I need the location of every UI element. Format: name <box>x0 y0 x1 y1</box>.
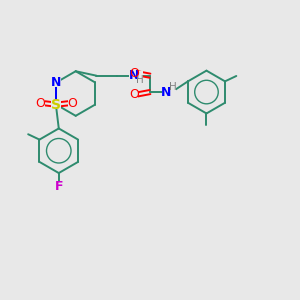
FancyBboxPatch shape <box>130 90 138 98</box>
Text: H: H <box>136 76 144 85</box>
FancyBboxPatch shape <box>51 100 62 109</box>
FancyBboxPatch shape <box>54 182 63 190</box>
Text: F: F <box>55 180 63 193</box>
Text: O: O <box>129 88 139 101</box>
Text: N: N <box>128 69 139 82</box>
Text: H: H <box>169 82 177 92</box>
Text: N: N <box>161 85 172 98</box>
Text: N: N <box>51 76 62 89</box>
FancyBboxPatch shape <box>130 69 138 77</box>
FancyBboxPatch shape <box>52 78 61 87</box>
FancyBboxPatch shape <box>68 99 77 107</box>
Text: O: O <box>129 67 139 80</box>
FancyBboxPatch shape <box>162 87 176 97</box>
Text: O: O <box>68 97 77 110</box>
FancyBboxPatch shape <box>36 99 45 107</box>
Text: O: O <box>35 97 45 110</box>
Text: S: S <box>51 98 62 112</box>
FancyBboxPatch shape <box>129 71 143 80</box>
